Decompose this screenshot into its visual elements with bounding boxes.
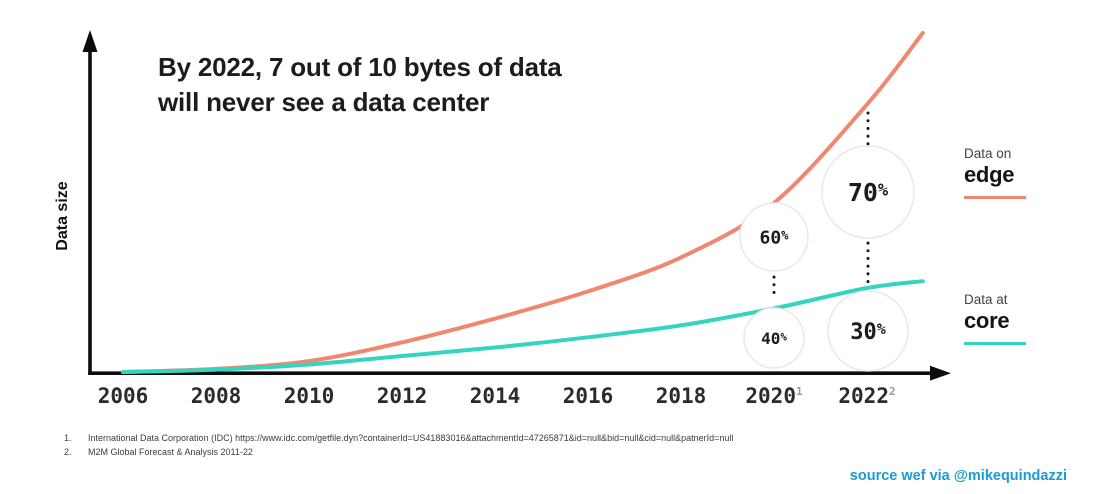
axes bbox=[82, 30, 951, 381]
x-tick-2010: 2010 bbox=[284, 384, 335, 408]
legend-edge-prefix: Data on bbox=[964, 146, 1012, 161]
annotation-bubbles: 60% 70% 40% 30% bbox=[739, 145, 915, 372]
annotation-value: 70% bbox=[848, 178, 889, 207]
x-tick-2014: 2014 bbox=[470, 384, 521, 408]
legend-edge-name: edge bbox=[964, 162, 1015, 187]
x-axis-tick-labels: 2006 2008 2010 2012 2014 2016 2018 20201 20222 bbox=[98, 384, 896, 408]
dotted-connectors bbox=[772, 111, 870, 301]
footnote-number: 2. bbox=[64, 447, 72, 457]
x-tick-2012: 2012 bbox=[377, 384, 428, 408]
annotation-value: 30% bbox=[850, 320, 886, 345]
annotation-core-2020: 40% bbox=[743, 307, 805, 369]
footnote-text: M2M Global Forecast & Analysis 2011-22 bbox=[88, 447, 253, 457]
annotation-circle bbox=[821, 145, 915, 239]
footnote-item: 2. M2M Global Forecast & Analysis 2011-22 bbox=[64, 445, 733, 459]
legend-edge-color-rule bbox=[964, 196, 1026, 199]
x-axis-arrow-icon bbox=[930, 365, 951, 381]
annotation-core-2022: 30% bbox=[827, 290, 909, 372]
curve-core bbox=[121, 279, 925, 374]
legend-core: Data at core bbox=[964, 292, 1074, 345]
legend-core-color-rule bbox=[964, 342, 1026, 345]
legend-core-name: core bbox=[964, 308, 1010, 333]
chart-title: By 2022, 7 out of 10 bytes of data will … bbox=[158, 50, 562, 120]
footnote-item: 1. International Data Corporation (IDC) h… bbox=[64, 431, 733, 445]
annotation-circle bbox=[827, 290, 909, 372]
x-tick-2016: 2016 bbox=[563, 384, 614, 408]
chart-title-line2: will never see a data center bbox=[158, 87, 490, 117]
chart-title-line1: By 2022, 7 out of 10 bytes of data bbox=[158, 52, 562, 82]
annotation-circle bbox=[739, 202, 809, 272]
x-tick-2006: 2006 bbox=[98, 384, 149, 408]
series-curves bbox=[121, 31, 925, 374]
footnote-number: 1. bbox=[64, 433, 72, 443]
annotation-edge-2022: 70% bbox=[821, 145, 915, 239]
legend-edge: Data on edge bbox=[964, 146, 1074, 199]
legend-core-prefix: Data at bbox=[964, 292, 1008, 307]
footnote-text: International Data Corporation (IDC) htt… bbox=[88, 433, 734, 443]
x-tick-2022: 20222 bbox=[838, 384, 895, 408]
y-axis-arrow-icon bbox=[82, 30, 98, 52]
annotation-edge-2020: 60% bbox=[739, 202, 809, 272]
x-tick-2018: 2018 bbox=[656, 384, 707, 408]
annotation-circle bbox=[743, 307, 805, 369]
footnotes: 1. International Data Corporation (IDC) h… bbox=[64, 431, 733, 459]
y-axis-label: Data size bbox=[54, 181, 71, 251]
annotation-value: 60% bbox=[759, 227, 789, 248]
annotation-value: 40% bbox=[761, 329, 787, 348]
x-tick-2008: 2008 bbox=[191, 384, 242, 408]
x-tick-2020: 20201 bbox=[745, 384, 803, 408]
source-credit: source wef via @mikequindazzi bbox=[849, 468, 1067, 484]
